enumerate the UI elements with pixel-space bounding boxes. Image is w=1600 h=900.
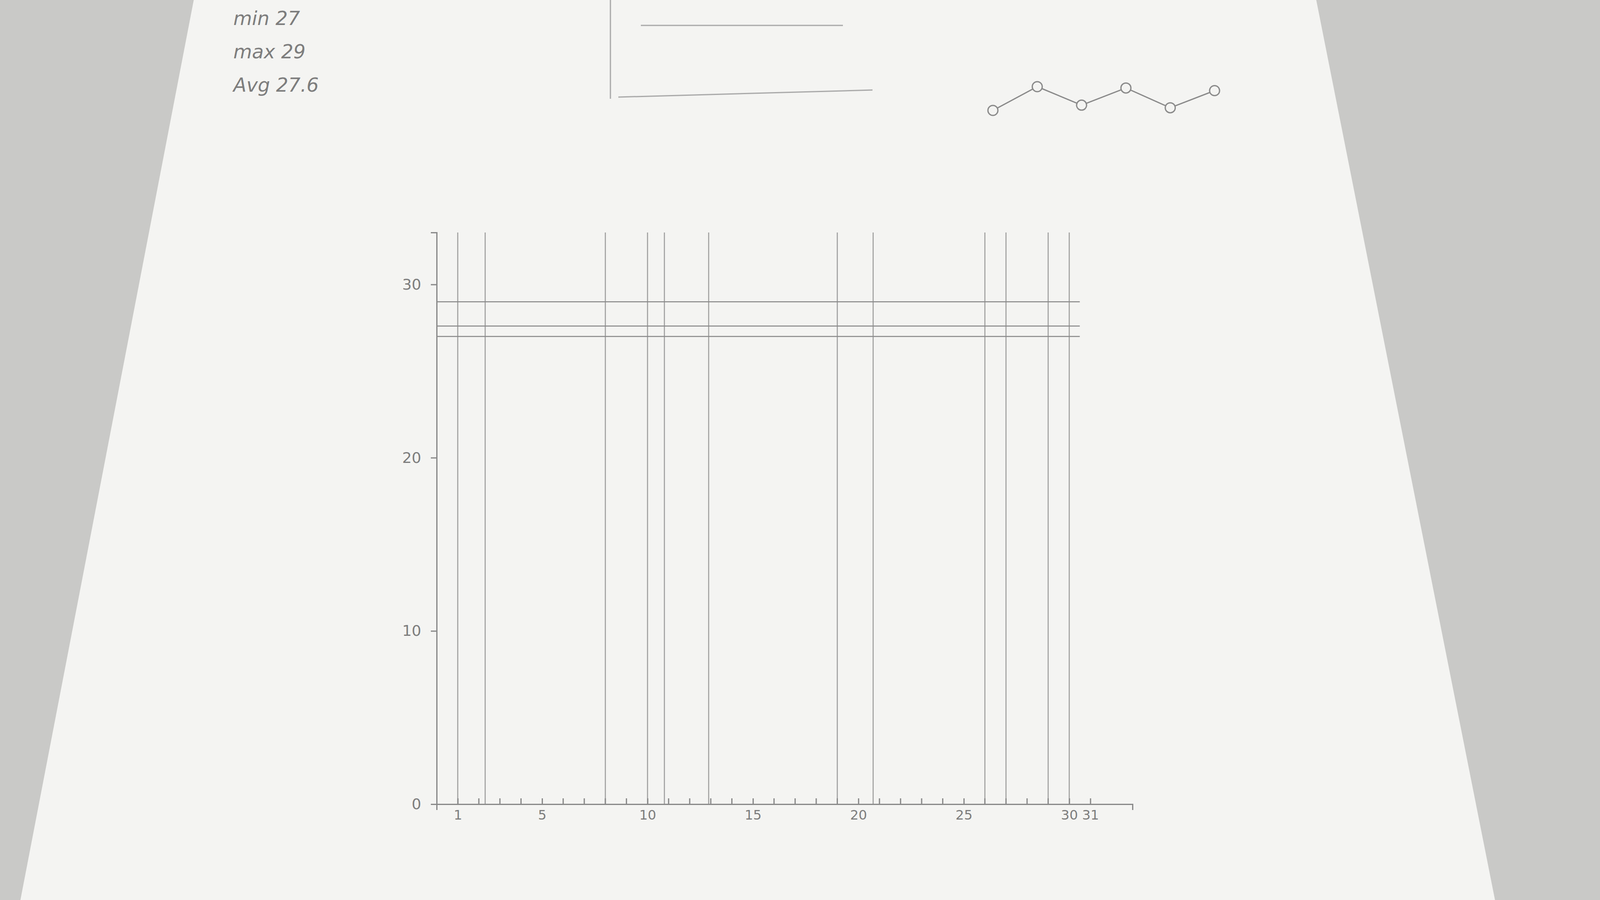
tick-mark — [1090, 798, 1092, 805]
tick-label: 31 — [1082, 807, 1100, 823]
plot-area — [436, 232, 1080, 805]
tick-mark — [430, 284, 437, 286]
reference-line — [436, 301, 1080, 303]
tick-mark — [878, 798, 880, 805]
tick-mark — [857, 798, 860, 805]
tick-mark — [773, 798, 775, 805]
tick-label: 0 — [411, 795, 422, 813]
minor-ticks — [478, 798, 1048, 805]
marker — [1032, 81, 1043, 92]
tick-label: 30 — [402, 275, 422, 293]
tick-mark — [752, 798, 754, 805]
tick-mark — [430, 457, 437, 459]
tick: 31 — [1082, 798, 1100, 823]
tick-mark — [900, 798, 902, 805]
vertical-line — [663, 232, 665, 805]
vertical-line — [1047, 232, 1049, 805]
marker — [987, 105, 998, 116]
vertical-line — [1068, 232, 1070, 805]
y-axis: 0 10 20 30 — [402, 232, 437, 813]
marker — [1165, 102, 1176, 113]
tick: 25 — [955, 798, 973, 823]
tick-label: 15 — [744, 807, 762, 823]
tick-mark — [815, 798, 817, 805]
tick-mark — [430, 803, 437, 805]
marker — [1120, 82, 1131, 93]
tick: 10 — [402, 622, 437, 640]
sketch-box — [610, 0, 873, 99]
marker — [1209, 85, 1220, 96]
tick-mark — [499, 798, 501, 805]
tick-label: 1 — [453, 807, 463, 823]
axis-line — [430, 232, 438, 805]
tick-mark — [963, 798, 965, 805]
canvas: min 27max 29Avg 27.601020301510152025303… — [0, 0, 1600, 900]
sketch-line — [640, 25, 843, 27]
tick-mark — [430, 630, 437, 632]
paper — [20, 0, 1495, 900]
sketch-line — [610, 0, 612, 99]
reference-line — [436, 325, 1080, 327]
tick: 30 — [402, 275, 437, 293]
vertical-line — [872, 232, 874, 805]
tick-label: 30 — [1060, 807, 1078, 823]
vertical-line — [708, 232, 710, 805]
tick-mark — [942, 798, 944, 805]
line — [992, 86, 1215, 111]
tick-label: 5 — [537, 807, 547, 823]
vertical-line — [836, 232, 838, 805]
vertical-line — [984, 232, 986, 805]
tick-label: 20 — [402, 449, 422, 467]
tick-mark — [583, 798, 585, 805]
tick-label: 10 — [402, 622, 422, 640]
tick: 5 — [537, 798, 547, 823]
tick-mark — [689, 798, 691, 805]
tick-mark — [1026, 798, 1028, 805]
tick-mark — [625, 798, 628, 805]
tick-mark — [710, 798, 712, 805]
annotation: max 29 — [233, 40, 306, 63]
annotation: Avg 27.6 — [232, 73, 319, 97]
annotation: min 27 — [233, 7, 300, 30]
tick: 15 — [744, 798, 762, 823]
tick-mark — [731, 798, 733, 805]
sketch-line — [618, 90, 873, 98]
marker — [1076, 100, 1087, 110]
tick: 0 — [411, 795, 437, 813]
tick-label: 10 — [639, 807, 657, 823]
tick-label: 25 — [955, 807, 973, 823]
tick-mark — [667, 798, 670, 805]
vertical-line — [647, 232, 649, 805]
sparkline — [987, 81, 1220, 116]
reference-line — [436, 335, 1080, 338]
plot-area — [987, 81, 1220, 116]
tick: 20 — [402, 449, 437, 467]
tick-mark — [541, 798, 543, 805]
tick-mark — [794, 798, 796, 805]
tick: 20 — [850, 798, 868, 823]
vertical-line — [605, 232, 607, 805]
tick-mark — [920, 798, 923, 805]
vertical-line — [484, 232, 486, 805]
tick-label: 20 — [850, 807, 868, 823]
vertical-line — [1005, 232, 1007, 805]
x-axis: 15101520253031 — [437, 798, 1133, 823]
tick-mark — [478, 798, 480, 805]
vertical-line — [457, 232, 459, 805]
tick-mark — [562, 798, 564, 805]
tick-mark — [520, 798, 522, 805]
main-chart: min 27max 29Avg 27.601020301510152025303… — [232, 7, 1133, 823]
